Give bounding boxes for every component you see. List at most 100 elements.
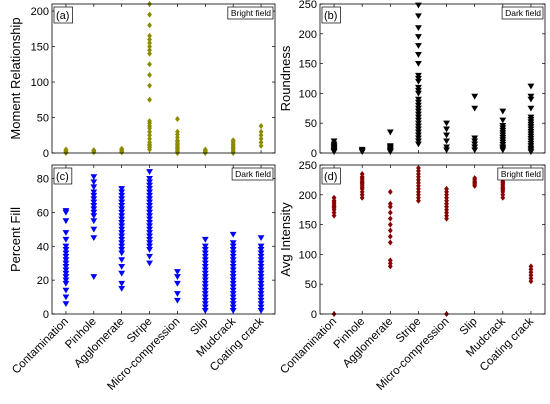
y-tick-label: 60 bbox=[37, 207, 49, 219]
field-badge: Dark field bbox=[505, 8, 541, 18]
data-point bbox=[147, 32, 152, 39]
data-point bbox=[175, 128, 180, 135]
data-point bbox=[471, 93, 479, 100]
data-point bbox=[229, 291, 237, 297]
data-point bbox=[229, 304, 237, 311]
data-point bbox=[387, 200, 393, 207]
data-point bbox=[330, 138, 338, 145]
data-point bbox=[62, 263, 70, 270]
data-point bbox=[415, 96, 422, 103]
data-point bbox=[229, 277, 237, 284]
data-point bbox=[257, 280, 265, 287]
data-point bbox=[147, 11, 152, 18]
panel-b: 0 50 100 150 200 250 (b) Dark field Roundness bbox=[278, 0, 546, 160]
data-point bbox=[229, 280, 237, 287]
plot-frame bbox=[51, 164, 276, 315]
data-point bbox=[443, 126, 450, 133]
data-point bbox=[147, 118, 152, 125]
data-point bbox=[415, 111, 422, 118]
data-point bbox=[118, 257, 126, 264]
data-point bbox=[444, 185, 449, 192]
data-point bbox=[146, 260, 153, 267]
data-point bbox=[201, 250, 209, 257]
data-point bbox=[499, 122, 507, 129]
data-point bbox=[118, 233, 126, 240]
data-point bbox=[359, 170, 365, 177]
y-tick-label: 0 bbox=[43, 148, 49, 160]
data-point bbox=[62, 301, 70, 308]
data-point bbox=[229, 267, 237, 274]
field-badge: Dark field bbox=[235, 169, 271, 179]
y-tick-label: 50 bbox=[305, 279, 317, 291]
data-point bbox=[174, 269, 181, 275]
data-point bbox=[258, 123, 264, 130]
panel-label-box bbox=[321, 6, 341, 24]
y-tick-label: 0 bbox=[311, 148, 317, 160]
data-point bbox=[119, 145, 125, 152]
data-point bbox=[90, 189, 98, 196]
data-point bbox=[386, 143, 394, 150]
data-point bbox=[443, 144, 450, 151]
data-point bbox=[415, 102, 422, 109]
data-point bbox=[499, 117, 507, 124]
data-point bbox=[415, 105, 422, 112]
data-point bbox=[147, 43, 152, 50]
data-point bbox=[146, 219, 153, 226]
data-point bbox=[229, 274, 237, 280]
data-point bbox=[201, 270, 209, 277]
data-point bbox=[443, 138, 450, 145]
data-point bbox=[387, 233, 393, 240]
data-point bbox=[415, 129, 422, 136]
data-point bbox=[90, 218, 98, 225]
data-point bbox=[118, 263, 126, 270]
data-point bbox=[146, 169, 153, 175]
data-point bbox=[229, 294, 237, 301]
data-point bbox=[147, 22, 152, 29]
data-point bbox=[146, 199, 153, 206]
data-point bbox=[257, 297, 265, 304]
data-point bbox=[527, 105, 535, 112]
data-point bbox=[201, 247, 209, 253]
data-point bbox=[258, 142, 264, 149]
y-tick-label: 150 bbox=[299, 59, 317, 71]
data-point bbox=[201, 287, 209, 294]
data-point bbox=[62, 247, 70, 253]
data-point bbox=[147, 71, 152, 78]
plot-frame bbox=[319, 3, 546, 154]
data-point bbox=[118, 196, 126, 203]
data-point bbox=[118, 189, 126, 196]
y-tick-label: 150 bbox=[299, 220, 317, 232]
data-point bbox=[146, 216, 153, 223]
data-point bbox=[201, 294, 209, 301]
data-point bbox=[257, 235, 265, 242]
data-point bbox=[229, 240, 237, 247]
data-point bbox=[415, 13, 422, 20]
data-point bbox=[62, 253, 70, 260]
data-point bbox=[90, 203, 98, 209]
data-point bbox=[229, 297, 237, 304]
data-point bbox=[415, 138, 422, 145]
data-point bbox=[146, 182, 153, 189]
y-tick-label: 50 bbox=[37, 113, 49, 125]
data-point bbox=[62, 267, 70, 274]
plot-frame bbox=[51, 3, 276, 154]
data-point bbox=[147, 135, 152, 142]
data-point bbox=[415, 126, 422, 133]
data-point bbox=[118, 216, 126, 223]
data-point bbox=[257, 263, 265, 270]
data-point bbox=[118, 206, 126, 213]
data-point bbox=[118, 230, 126, 236]
data-point bbox=[90, 174, 98, 181]
data-point bbox=[415, 72, 422, 79]
data-point bbox=[387, 227, 393, 234]
data-point bbox=[472, 175, 478, 182]
data-point bbox=[118, 226, 126, 233]
y-tick-label: 50 bbox=[305, 118, 317, 130]
data-point bbox=[146, 192, 153, 199]
data-point bbox=[147, 36, 152, 43]
data-point bbox=[443, 120, 450, 127]
data-point bbox=[201, 291, 209, 297]
data-point bbox=[443, 132, 450, 139]
data-point bbox=[62, 243, 70, 250]
